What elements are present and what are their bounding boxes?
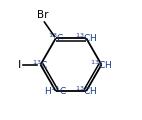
- Text: $^{13}$C: $^{13}$C: [32, 58, 49, 71]
- Text: $^{13}$CH: $^{13}$CH: [75, 85, 98, 97]
- Text: Br: Br: [37, 10, 49, 20]
- Text: $^{13}$C: $^{13}$C: [48, 32, 64, 45]
- Text: $^{13}$CH: $^{13}$CH: [90, 58, 113, 71]
- Text: $^{13}$CH: $^{13}$CH: [75, 32, 98, 45]
- Text: H$^{13}$C: H$^{13}$C: [44, 85, 67, 97]
- Text: I: I: [18, 60, 21, 70]
